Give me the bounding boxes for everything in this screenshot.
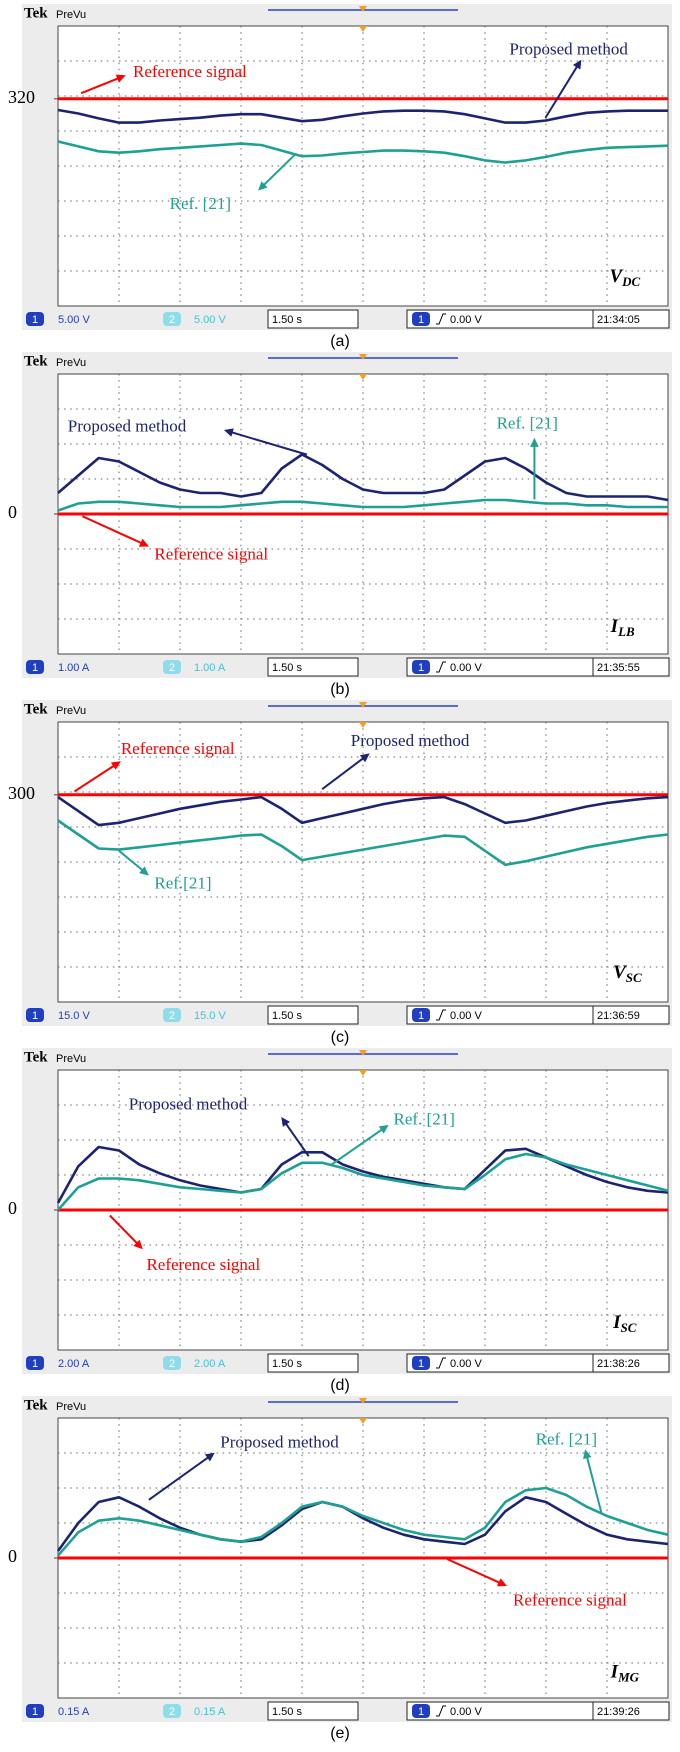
ch1-badge-num: 1 [32, 314, 38, 326]
ch2-badge-num: 2 [169, 1358, 175, 1370]
trigger-level: 0.00 V [450, 1010, 482, 1022]
series-label: Reference signal [513, 1591, 627, 1610]
clock: 21:36:59 [597, 1010, 640, 1022]
trigger-box [407, 310, 593, 328]
timebase: 1.50 s [272, 1706, 302, 1718]
series-label: Proposed method [129, 1095, 248, 1114]
trigger-box [407, 658, 593, 676]
clock: 21:39:26 [597, 1706, 640, 1718]
series-label: Proposed method [68, 417, 187, 436]
clock: 21:38:26 [597, 1358, 640, 1370]
ch2-scale: 2.00 A [194, 1358, 226, 1370]
ch2-scale: 0.15 A [194, 1706, 226, 1718]
series-label: Reference signal [133, 62, 247, 81]
ch1-badge-num: 1 [32, 1010, 38, 1022]
brand: Tek [24, 1049, 48, 1065]
series-label: Reference signal [146, 1255, 260, 1274]
series-label: Reference signal [121, 739, 235, 758]
mode: PreVu [56, 705, 86, 717]
clock: 21:35:55 [597, 662, 640, 674]
mode: PreVu [56, 9, 86, 21]
trace-subscript: DC [621, 274, 640, 289]
y-tick-label: 300 [8, 783, 35, 803]
timebase: 1.50 s [272, 1358, 302, 1370]
series-label: Proposed method [351, 731, 470, 750]
mode: PreVu [56, 1401, 86, 1413]
brand: Tek [24, 5, 48, 21]
trigger-badge-num: 1 [418, 314, 424, 326]
panel-caption: (a) [330, 333, 350, 350]
ch2-badge-num: 2 [169, 314, 175, 326]
trigger-level: 0.00 V [450, 1358, 482, 1370]
ch1-badge-num: 1 [32, 662, 38, 674]
clock: 21:34:05 [597, 314, 640, 326]
panel-caption: (e) [330, 1725, 350, 1742]
timebase: 1.50 s [272, 1010, 302, 1022]
trigger-box [407, 1702, 593, 1720]
series-label: Reference signal [154, 544, 268, 563]
trigger-badge-num: 1 [418, 662, 424, 674]
timebase: 1.50 s [272, 314, 302, 326]
timebase: 1.50 s [272, 662, 302, 674]
y-tick-label: 0 [8, 1198, 17, 1218]
y-tick-label: 0 [8, 502, 17, 522]
trigger-badge-num: 1 [418, 1010, 424, 1022]
ch2-scale: 15.0 V [194, 1010, 226, 1022]
trace-subscript: SC [621, 1320, 637, 1335]
series-label: Ref.[21] [154, 873, 211, 892]
trigger-level: 0.00 V [450, 1706, 482, 1718]
y-tick-label: 320 [8, 87, 35, 107]
ch1-scale: 2.00 A [58, 1358, 90, 1370]
mode: PreVu [56, 357, 86, 369]
brand: Tek [24, 1397, 48, 1413]
ch2-badge-num: 2 [169, 1706, 175, 1718]
trigger-badge-num: 1 [418, 1706, 424, 1718]
series-label: Proposed method [509, 40, 628, 59]
brand: Tek [24, 353, 48, 369]
trigger-box [407, 1354, 593, 1372]
panel-caption: (d) [330, 1377, 350, 1394]
trigger-box [407, 1006, 593, 1024]
series-label: Ref. [21] [536, 1429, 597, 1448]
trigger-level: 0.00 V [450, 662, 482, 674]
trace-subscript: LB [617, 624, 635, 639]
ch1-scale: 1.00 A [58, 662, 90, 674]
ch1-badge-num: 1 [32, 1706, 38, 1718]
ch2-badge-num: 2 [169, 1010, 175, 1022]
ch1-scale: 15.0 V [58, 1010, 90, 1022]
trace-subscript: MG [617, 1669, 640, 1684]
ch1-scale: 0.15 A [58, 1706, 90, 1718]
y-tick-label: 0 [8, 1546, 17, 1566]
mode: PreVu [56, 1053, 86, 1065]
page: Tek PreVu 320 Reference signal Proposed meth… [0, 0, 680, 1752]
panel-caption: (c) [331, 1029, 350, 1046]
series-label: Proposed method [220, 1433, 339, 1452]
ch2-scale: 1.00 A [194, 662, 226, 674]
ch2-badge-num: 2 [169, 662, 175, 674]
trace-subscript: SC [626, 970, 642, 985]
series-label: Ref. [21] [394, 1109, 455, 1128]
panel-caption: (b) [330, 681, 350, 698]
brand: Tek [24, 701, 48, 717]
series-label: Ref. [21] [170, 194, 231, 213]
figure: Tek PreVu 320 Reference signal Proposed meth… [0, 0, 680, 1752]
series-label: Ref. [21] [497, 413, 558, 432]
ch2-scale: 5.00 V [194, 314, 226, 326]
ch1-scale: 5.00 V [58, 314, 90, 326]
trigger-badge-num: 1 [418, 1358, 424, 1370]
trigger-level: 0.00 V [450, 314, 482, 326]
ch1-badge-num: 1 [32, 1358, 38, 1370]
